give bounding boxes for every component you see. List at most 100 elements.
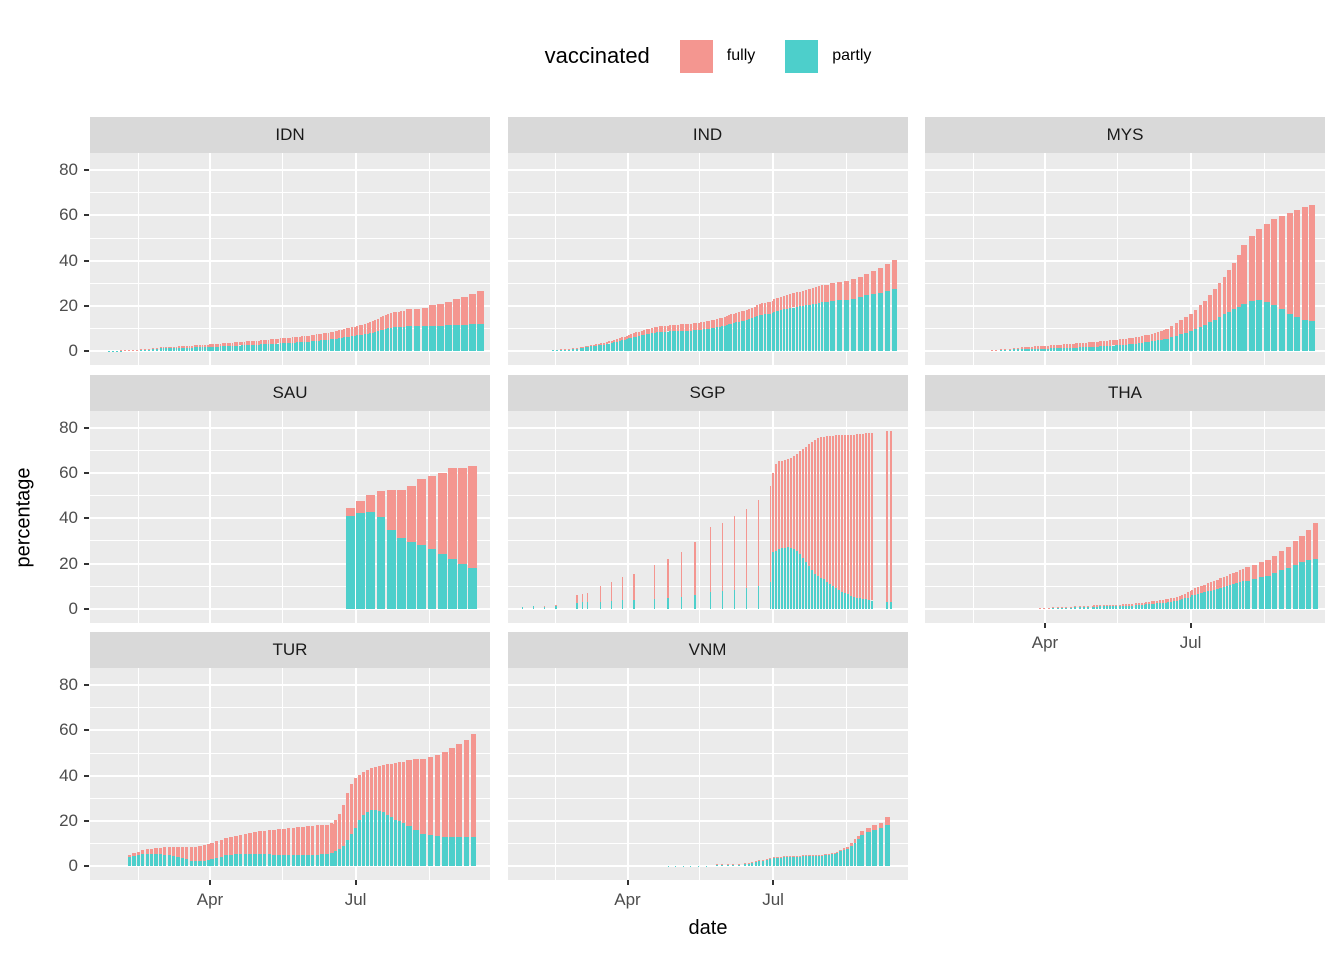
bar-partly [377, 331, 379, 352]
bar-partly [234, 345, 236, 352]
bar-fully [1059, 344, 1062, 349]
bar-fully [582, 346, 585, 348]
bar-partly [325, 339, 327, 352]
bar-fully [1013, 348, 1015, 350]
bar-fully [769, 486, 772, 582]
bar-fully [361, 324, 364, 335]
bar-fully [1093, 605, 1095, 607]
bar-fully [615, 339, 618, 342]
facet-panel-TUR [90, 668, 490, 880]
bar-partly [1091, 606, 1094, 609]
bar-partly [1222, 586, 1225, 609]
bar-partly [789, 308, 792, 352]
bar-fully [798, 291, 802, 307]
y-tick-mark [84, 214, 89, 217]
bar-fully [334, 820, 338, 852]
bar-partly [1105, 345, 1109, 352]
bar-partly [1301, 319, 1308, 352]
y-major-gridline [507, 214, 908, 217]
bar-partly [258, 344, 260, 352]
bar-fully [1193, 309, 1198, 330]
bar-partly [150, 853, 154, 867]
bar-partly [330, 339, 332, 352]
bar-partly [394, 819, 398, 867]
bar-fully [1102, 341, 1105, 347]
bar-fully [811, 287, 814, 305]
bar-partly [1251, 579, 1257, 609]
bar-partly [766, 313, 769, 352]
bar-fully [779, 856, 782, 858]
bar-partly [758, 315, 761, 352]
bar-fully [772, 472, 775, 553]
y-major-gridline [925, 562, 1325, 565]
bar-fully [1099, 605, 1102, 607]
bar-partly [342, 845, 346, 867]
bar-partly [850, 595, 853, 609]
y-major-gridline [90, 305, 490, 307]
bar-partly [1047, 607, 1050, 609]
bar-partly [345, 337, 348, 352]
bar-fully [579, 347, 582, 348]
bar-partly [1160, 339, 1163, 352]
bar-fully [289, 337, 291, 343]
bar-partly [422, 326, 429, 352]
y-minor-gridline [90, 192, 490, 194]
bar-partly [132, 350, 134, 352]
bar-fully [795, 292, 798, 307]
bar-partly [236, 345, 239, 352]
bar-partly [1147, 341, 1150, 352]
bar-fully [682, 324, 685, 331]
bar-fully [633, 574, 635, 600]
bar-partly [1232, 309, 1236, 352]
bar-fully [374, 319, 377, 332]
bar-partly [733, 589, 736, 609]
bar-fully [1043, 345, 1046, 349]
bar-fully [366, 322, 369, 334]
bar-fully [1069, 343, 1072, 348]
y-tick-mark [84, 684, 89, 686]
bar-partly [1219, 587, 1222, 609]
bar-fully [587, 345, 590, 347]
bar-fully [610, 581, 613, 602]
x-major-gridline [354, 668, 357, 880]
y-minor-gridline [90, 449, 490, 451]
bar-fully [442, 751, 448, 837]
bar-fully [1024, 346, 1027, 350]
bar-fully [353, 326, 356, 336]
bar-fully [453, 299, 460, 325]
bar-partly [156, 348, 158, 352]
y-tick-mark [84, 169, 89, 171]
bar-fully [461, 296, 468, 325]
bar-fully [369, 322, 372, 334]
bar-fully [469, 293, 476, 325]
bar-partly [343, 337, 346, 352]
bar-fully [857, 835, 860, 840]
bar-fully [364, 323, 366, 335]
bar-fully [340, 329, 343, 338]
bar-fully [148, 348, 150, 350]
bar-fully [705, 321, 708, 329]
bar-fully [694, 542, 696, 596]
bar-fully [1222, 576, 1225, 587]
bar-fully [346, 793, 350, 840]
bar-partly [274, 343, 277, 352]
bar-partly [723, 325, 726, 352]
bar-fully [294, 337, 296, 343]
bar-partly [763, 314, 766, 352]
bar-fully [274, 338, 277, 344]
x-tick-mark [772, 880, 775, 885]
bar-partly [1164, 602, 1167, 609]
x-tick-mark [1189, 622, 1192, 628]
bar-fully [795, 855, 798, 857]
y-major-gridline [90, 607, 490, 610]
bar-fully [320, 825, 324, 855]
bar-partly [1039, 608, 1041, 609]
y-minor-gridline [507, 540, 908, 542]
bar-partly [995, 350, 998, 352]
bar-partly [253, 344, 255, 352]
bar-partly [207, 860, 211, 867]
bar-partly [1235, 583, 1238, 609]
bar-fully [201, 344, 204, 348]
bar-partly [267, 854, 272, 867]
bar-partly [1286, 313, 1293, 352]
